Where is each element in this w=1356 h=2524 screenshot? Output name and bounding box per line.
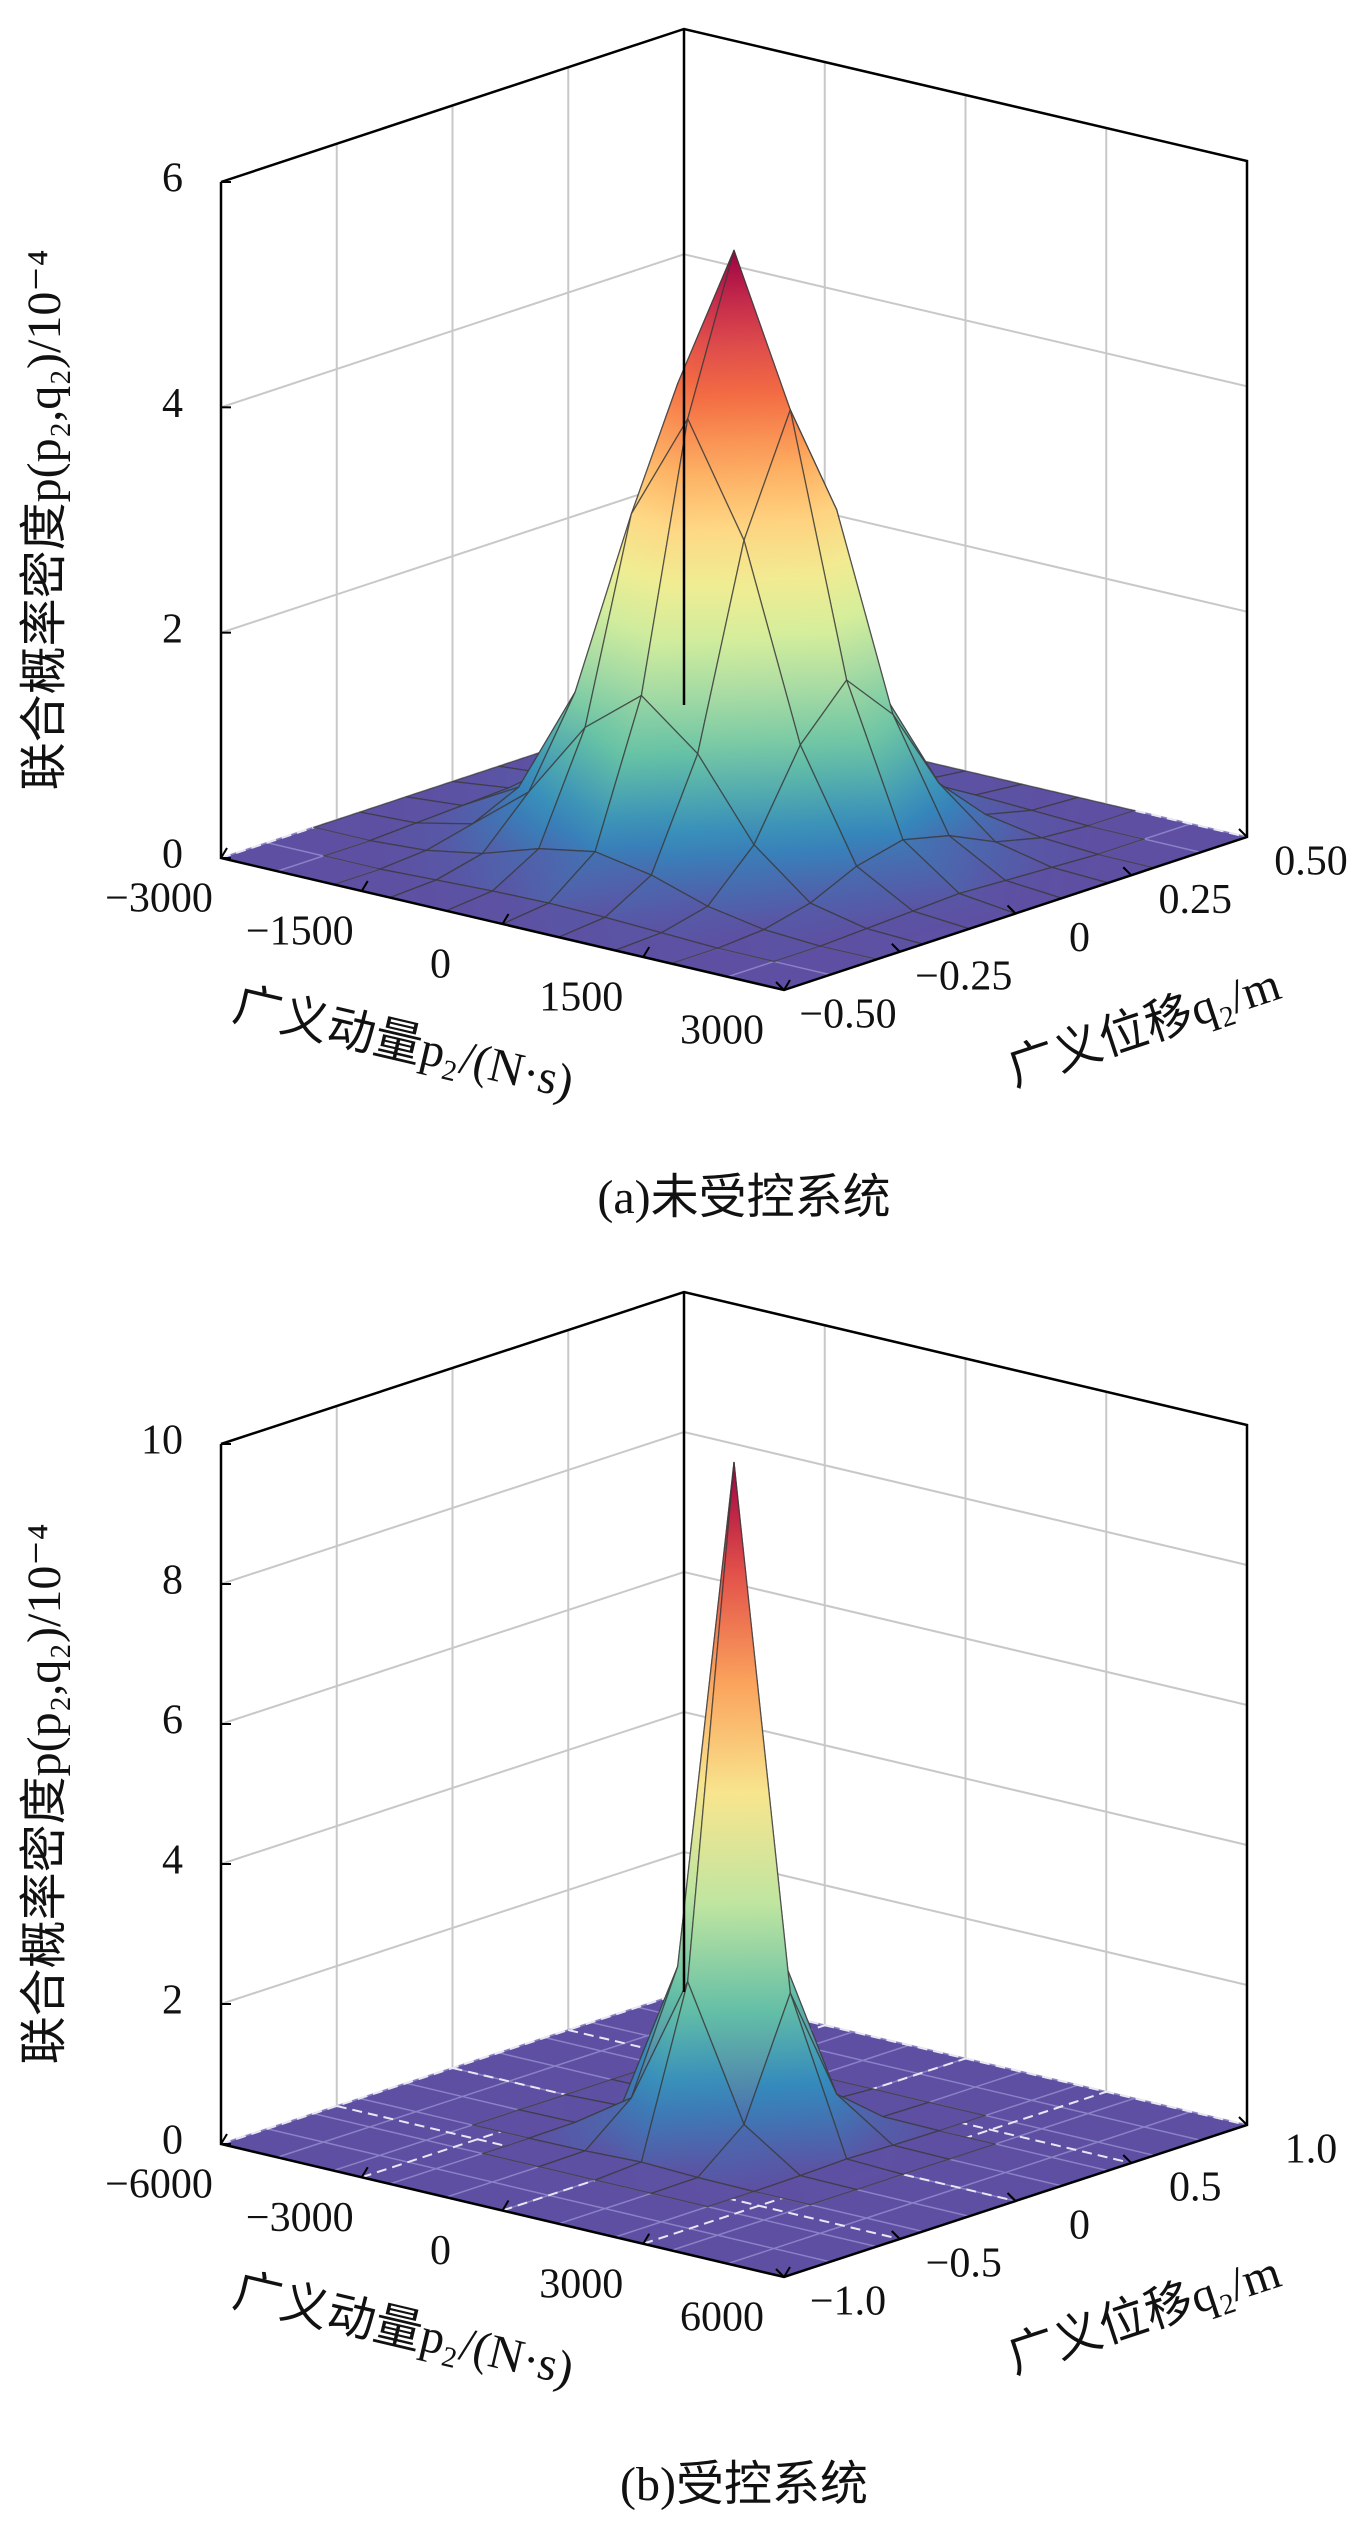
y-tick-label: −1.0 <box>810 2279 886 2325</box>
z-tick-label: 6 <box>162 156 183 202</box>
x-tick <box>360 2166 369 2178</box>
caption: (a)未受控系统 <box>597 1171 890 1224</box>
y-tick-label: −0.5 <box>926 2241 1002 2287</box>
y-tick-label: 1.0 <box>1285 2127 1338 2173</box>
x-tick <box>220 847 228 859</box>
y-tick <box>1238 2116 1248 2126</box>
z-axis-title: 联合概率密度p(p₂,q₂)/10⁻⁴ <box>18 1524 71 2065</box>
x-tick <box>360 880 369 892</box>
y-tick <box>775 981 785 991</box>
x-tick-label: −3000 <box>105 876 213 922</box>
x-tick-label: 3000 <box>539 2261 623 2307</box>
x-tick-label: 0 <box>430 2228 451 2274</box>
x-tick-label: 6000 <box>680 2295 764 2341</box>
y-tick-label: 0 <box>1069 915 1090 961</box>
x-tick <box>501 2199 510 2212</box>
z-tick-label: 0 <box>162 832 183 878</box>
y-tick <box>891 943 901 953</box>
y-tick <box>1122 866 1132 876</box>
x-tick <box>783 2266 791 2278</box>
y-tick-label: 0.25 <box>1159 877 1233 923</box>
z-tick-label: 4 <box>162 1838 183 1884</box>
z-tick-label: 0 <box>162 2118 183 2164</box>
z-tick-label: 8 <box>162 1558 183 1604</box>
x-tick-label: 3000 <box>680 1008 764 1054</box>
x-tick <box>642 946 651 958</box>
y-tick <box>1006 2192 1017 2202</box>
z-tick-label: 6 <box>162 1698 183 1744</box>
x-tick-label: −6000 <box>105 2162 213 2208</box>
caption: (b)受控系统 <box>620 2458 868 2511</box>
x-tick-label: 1500 <box>539 975 623 1021</box>
y-tick <box>1122 2154 1132 2164</box>
z-tick-label: 2 <box>162 606 183 652</box>
x-tick <box>501 913 510 925</box>
y-tick-label: 0 <box>1069 2203 1090 2249</box>
surface-cell <box>753 2174 858 2206</box>
y-tick <box>1006 904 1017 915</box>
y-tick <box>775 2268 785 2278</box>
x-tick-label: −3000 <box>246 2195 354 2241</box>
z-tick-label: 2 <box>162 1978 183 2024</box>
x-tick-label: −1500 <box>246 909 354 955</box>
x-tick <box>642 2233 651 2245</box>
x-tick-label: 0 <box>430 942 451 988</box>
x-tick <box>783 979 791 991</box>
z-tick-label: 10 <box>141 1418 183 1464</box>
x-tick <box>220 2133 228 2145</box>
y-tick-label: 0.5 <box>1169 2165 1222 2211</box>
y-tick <box>1238 828 1248 838</box>
y-tick-label: −0.50 <box>799 992 896 1038</box>
z-tick-label: 4 <box>162 381 183 427</box>
y-tick-label: −0.25 <box>915 953 1012 999</box>
y-tick <box>891 2230 901 2240</box>
y-tick-label: 0.50 <box>1274 839 1348 885</box>
z-axis-title: 联合概率密度p(p₂,q₂)/10⁻⁴ <box>18 250 71 791</box>
